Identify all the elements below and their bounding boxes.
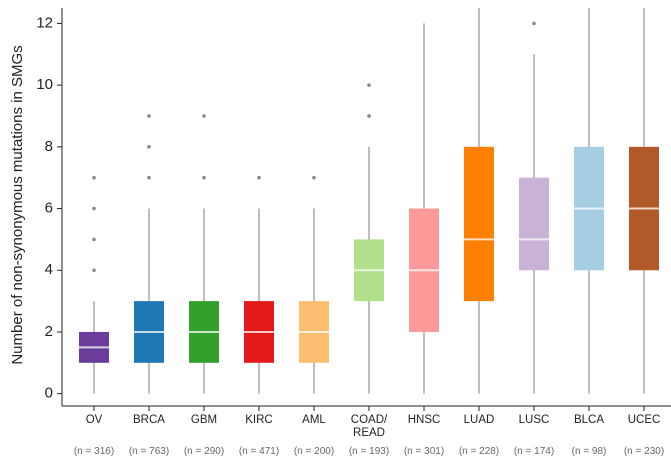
x-tick-label: HNSC	[407, 414, 441, 426]
x-tick-label: AML	[302, 414, 326, 426]
sample-size: (n = 763)	[128, 446, 170, 457]
sample-size: (n = 301)	[403, 446, 445, 457]
sample-size: (n = 228)	[458, 446, 500, 457]
outlier	[532, 21, 536, 26]
sample-size: (n = 316)	[73, 446, 115, 457]
sample-size: (n = 230)	[623, 446, 665, 457]
x-tick-label: COAD/ READ	[350, 414, 388, 439]
outlier	[147, 114, 151, 118]
x-tick-label: UCEC	[627, 414, 661, 426]
outlier	[92, 237, 96, 242]
x-tick-label: KIRC	[245, 414, 273, 426]
x-tick-label: BLCA	[573, 414, 605, 426]
y-tick-label: 10	[36, 76, 53, 93]
y-tick-label: 4	[45, 261, 53, 278]
x-tick-label: LUAD	[463, 414, 495, 426]
sample-size: (n = 471)	[238, 446, 280, 457]
y-tick-label: 0	[45, 385, 53, 402]
sample-size: (n = 193)	[348, 446, 390, 457]
outlier	[147, 175, 151, 180]
outlier	[312, 175, 316, 180]
sample-size: (n = 290)	[183, 446, 225, 457]
y-axis-label: Number of non-synonymous mutations in SM…	[9, 45, 26, 364]
x-tick-label: GBM	[190, 414, 218, 426]
outlier	[202, 114, 206, 118]
x-tick-label: LUSC	[518, 414, 550, 426]
outlier	[147, 145, 151, 149]
y-tick-label: 2	[45, 323, 53, 340]
y-tick-label: 8	[45, 138, 53, 155]
y-tick-label: 6	[45, 200, 53, 217]
sample-size: (n = 174)	[513, 446, 555, 457]
outlier	[367, 83, 371, 87]
sample-size: (n = 98)	[571, 446, 607, 457]
y-tick-label: 12	[36, 14, 53, 31]
box	[464, 146, 494, 302]
x-tick-label: OV	[85, 414, 103, 426]
sample-size: (n = 200)	[293, 446, 335, 457]
outlier	[202, 175, 206, 180]
outlier	[92, 268, 96, 273]
outlier	[367, 114, 371, 118]
plot-area	[79, 8, 659, 394]
box	[519, 177, 549, 271]
outlier	[257, 175, 261, 180]
outlier	[92, 175, 96, 180]
x-tick-label: BRCA	[133, 414, 165, 426]
outlier	[92, 206, 96, 211]
